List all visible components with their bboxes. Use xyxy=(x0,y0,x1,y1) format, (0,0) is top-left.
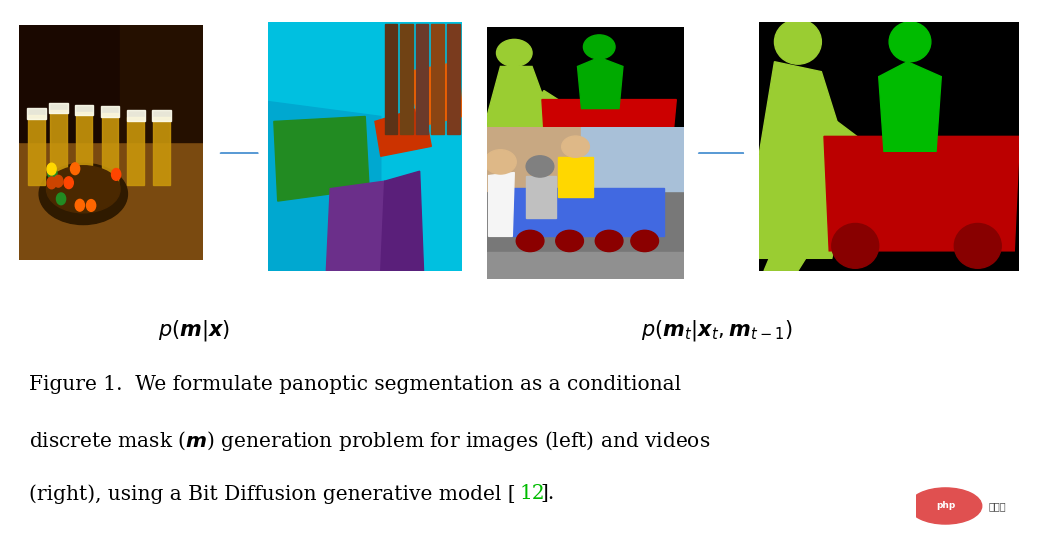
Circle shape xyxy=(111,168,121,181)
Circle shape xyxy=(47,167,57,179)
Bar xyxy=(28,115,44,184)
Text: php: php xyxy=(935,502,955,510)
Bar xyxy=(19,25,120,142)
Circle shape xyxy=(47,177,56,189)
Circle shape xyxy=(86,200,96,211)
Bar xyxy=(153,117,169,184)
Polygon shape xyxy=(375,107,431,156)
Bar xyxy=(487,127,684,191)
Bar xyxy=(447,25,459,134)
Bar xyxy=(126,110,145,121)
Circle shape xyxy=(954,224,1002,268)
Circle shape xyxy=(595,230,623,252)
Polygon shape xyxy=(327,181,389,271)
Ellipse shape xyxy=(39,164,127,224)
Circle shape xyxy=(76,199,84,211)
Polygon shape xyxy=(491,166,522,178)
Circle shape xyxy=(909,488,982,524)
Text: (right), using a Bit Diffusion generative model [: (right), using a Bit Diffusion generativ… xyxy=(29,484,516,504)
Circle shape xyxy=(561,136,590,158)
Bar xyxy=(120,25,203,142)
Circle shape xyxy=(47,163,56,175)
Polygon shape xyxy=(879,62,942,152)
Polygon shape xyxy=(542,100,676,162)
Polygon shape xyxy=(759,62,852,258)
Bar xyxy=(416,25,429,134)
Circle shape xyxy=(64,177,74,189)
Polygon shape xyxy=(527,176,556,218)
Polygon shape xyxy=(408,62,462,126)
Circle shape xyxy=(775,19,822,64)
Bar xyxy=(27,108,45,119)
Polygon shape xyxy=(274,117,369,201)
Polygon shape xyxy=(764,258,806,271)
Circle shape xyxy=(556,230,583,252)
Bar xyxy=(487,127,581,191)
Polygon shape xyxy=(511,188,664,236)
Bar xyxy=(385,25,397,134)
Circle shape xyxy=(496,39,532,66)
Circle shape xyxy=(628,148,660,172)
Bar xyxy=(76,112,92,184)
Polygon shape xyxy=(824,136,1019,251)
Text: $p(\boldsymbol{m}|\boldsymbol{x})$: $p(\boldsymbol{m}|\boldsymbol{x})$ xyxy=(159,318,230,344)
Polygon shape xyxy=(268,102,380,271)
Bar xyxy=(101,106,119,117)
Circle shape xyxy=(550,148,581,172)
Polygon shape xyxy=(380,171,424,271)
Text: 12: 12 xyxy=(519,484,544,503)
Circle shape xyxy=(831,224,879,268)
Text: Figure 1.  We formulate panoptic segmentation as a conditional: Figure 1. We formulate panoptic segmenta… xyxy=(29,375,681,394)
Bar xyxy=(152,110,170,121)
Bar xyxy=(75,105,94,115)
Polygon shape xyxy=(829,121,910,196)
Circle shape xyxy=(583,35,615,59)
Bar xyxy=(50,110,67,184)
Bar xyxy=(19,142,203,260)
Circle shape xyxy=(70,163,80,174)
Circle shape xyxy=(516,230,544,252)
Ellipse shape xyxy=(46,166,120,213)
Polygon shape xyxy=(487,66,552,166)
Polygon shape xyxy=(489,172,514,236)
Circle shape xyxy=(889,22,931,62)
Polygon shape xyxy=(558,158,594,197)
Circle shape xyxy=(631,230,659,252)
Bar xyxy=(487,188,684,279)
Polygon shape xyxy=(538,90,594,132)
Text: 中文网: 中文网 xyxy=(989,501,1007,511)
Circle shape xyxy=(485,150,516,174)
Polygon shape xyxy=(577,57,623,108)
Circle shape xyxy=(57,193,65,205)
Bar xyxy=(431,25,444,134)
Bar xyxy=(49,103,67,113)
Bar xyxy=(400,25,413,134)
Bar xyxy=(127,117,144,184)
Text: ].: ]. xyxy=(540,484,555,503)
Text: discrete mask ($\boldsymbol{m}$) generation problem for images (left) and videos: discrete mask ($\boldsymbol{m}$) generat… xyxy=(29,429,710,453)
Bar xyxy=(102,113,118,184)
Circle shape xyxy=(54,176,63,187)
Circle shape xyxy=(527,156,554,177)
Bar xyxy=(487,252,684,279)
Text: $p(\boldsymbol{m}_t|\boldsymbol{x}_t, \boldsymbol{m}_{t-1})$: $p(\boldsymbol{m}_t|\boldsymbol{x}_t, \b… xyxy=(641,318,792,344)
Bar xyxy=(581,127,684,191)
